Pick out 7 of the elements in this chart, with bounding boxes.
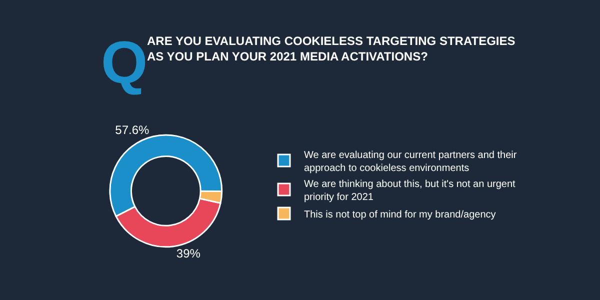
data-label: 57.6%	[115, 122, 150, 137]
chart-title: ARE YOU EVALUATING COOKIELESS TARGETING STRATEGIES AS YOU PLAN YOUR 2021 MEDIA ACTIVATIONS?	[147, 34, 516, 64]
text: Q	[101, 29, 148, 96]
legend-label: We are evaluating our current partners and their approach to cookieless environments	[304, 150, 518, 174]
data-label: 39%	[176, 246, 201, 260]
legend-label: This is not top of mind for my brand/agency	[304, 209, 496, 220]
legend-label: We are thinking about this, but it's not an urgent priority for 2021	[304, 178, 516, 203]
